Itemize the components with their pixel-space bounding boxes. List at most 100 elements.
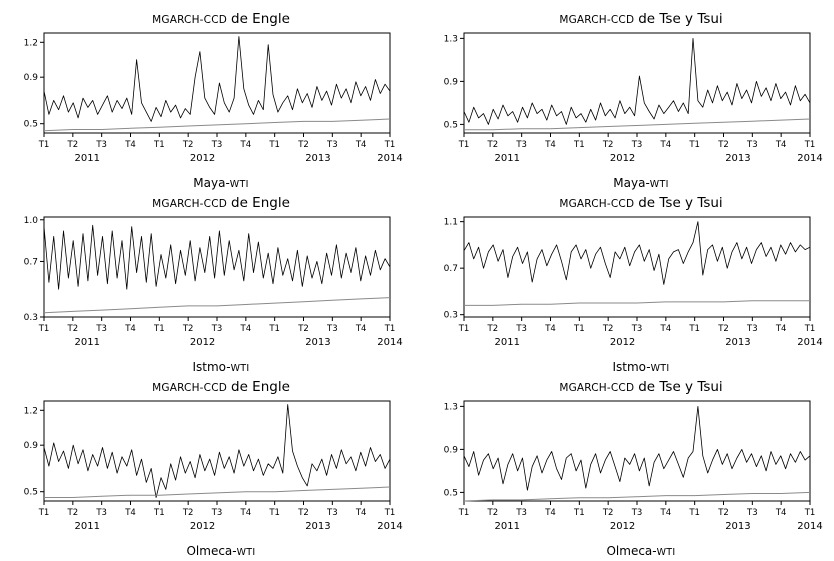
chart-title: MGARCH-CCD de Engle — [8, 192, 404, 211]
x-year-label: 2012 — [610, 521, 635, 532]
x-tick-label: T3 — [631, 140, 643, 150]
chart-panel-tse-maya: MGARCH-CCD de Tse y Tsui 0.5 0.9 1.3 T1 T2 T3 T… — [428, 8, 824, 190]
x-tick-label: T1 — [688, 140, 700, 150]
x-axis-label: Olmeca-WTI — [428, 543, 824, 559]
x-year-label: 2013 — [725, 153, 750, 164]
x-axis-label: Olmeca-WTI — [8, 543, 404, 559]
x-tick-label: T2 — [717, 324, 729, 334]
x-axis-label-benchmark: WTI — [230, 363, 250, 374]
x-tick-label: T1 — [573, 324, 585, 334]
plot-box — [43, 32, 391, 134]
x-tick-label: T3 — [515, 508, 527, 518]
x-tick-label: T3 — [631, 508, 643, 518]
x-tick-label: T2 — [67, 324, 79, 334]
x-tick-label: T4 — [355, 140, 367, 150]
x-tick-label: T1 — [573, 508, 585, 518]
x-axis-label-benchmark: WTI — [236, 547, 256, 558]
y-tick-label: 0.5 — [24, 488, 38, 498]
x-tick-label: T1 — [804, 508, 816, 518]
x-tick-label: T1 — [268, 140, 280, 150]
chart-title-method: MGARCH-CCD — [152, 198, 228, 210]
x-tick-label: T2 — [182, 140, 194, 150]
x-tick-label: T4 — [240, 140, 252, 150]
x-tick-label: T1 — [458, 508, 470, 518]
x-tick-label: T1 — [153, 324, 165, 334]
x-tick-label: T4 — [660, 140, 672, 150]
series-tendencia — [43, 297, 391, 314]
x-tick-label: T1 — [573, 140, 585, 150]
x-year-label: 2013 — [725, 337, 750, 348]
series-correlacion-condicional — [463, 221, 811, 285]
x-tick-label: T2 — [487, 508, 499, 518]
x-tick-label: T1 — [268, 324, 280, 334]
x-axis-label: Maya-WTI — [8, 175, 404, 191]
series-tendencia — [463, 491, 811, 502]
chart-title-model: de Engle — [231, 11, 290, 27]
x-year-label: 2014 — [797, 521, 822, 532]
x-tick-label: T2 — [182, 508, 194, 518]
x-tick-label: T4 — [775, 140, 787, 150]
x-axis-label-pair: Istmo- — [192, 360, 231, 374]
x-tick-label: T3 — [95, 508, 107, 518]
x-tick-label: T1 — [384, 140, 396, 150]
x-tick-label: T4 — [775, 324, 787, 334]
chart-title-method: MGARCH-CCD — [559, 198, 635, 210]
x-tick-label: T1 — [268, 508, 280, 518]
x-tick-label: T4 — [240, 508, 252, 518]
y-tick-label: 0.7 — [24, 257, 38, 267]
y-tick-label: 0.9 — [444, 77, 459, 87]
x-tick-label: T1 — [688, 324, 700, 334]
x-year-label: 2011 — [75, 521, 100, 532]
x-year-label: 2011 — [495, 337, 520, 348]
chart-plot: 0.5 0.9 1.3 T1 T2 T3 T4 T1 T2 T3 T4 T1 T2 T3 T4 T1 2011 2… — [444, 400, 823, 532]
chart-plot: 0.5 0.9 1.2 T1 T2 T3 T4 T1 T2 T3 T4 T1 T2 T3 T4 T1 2011 2… — [24, 32, 403, 164]
chart-title-model: de Engle — [231, 379, 290, 395]
x-tick-label: T1 — [458, 324, 470, 334]
x-year-label: 2014 — [797, 153, 822, 164]
x-year-label: 2011 — [495, 153, 520, 164]
y-tick-label: 0.3 — [444, 311, 458, 321]
x-tick-label: T1 — [38, 140, 50, 150]
x-tick-label: T1 — [153, 140, 165, 150]
chart-panel-tse-istmo: MGARCH-CCD de Tse y Tsui 0.3 0.7 1.1 T1 T2 T3 T… — [428, 192, 824, 374]
series-correlacion-condicional — [43, 224, 391, 290]
x-year-label: 2012 — [190, 337, 215, 348]
chart-title-model: de Tse y Tsui — [638, 379, 723, 395]
chart-title-model: de Engle — [231, 195, 290, 211]
x-tick-label: T3 — [95, 140, 107, 150]
x-tick-label: T2 — [602, 140, 614, 150]
x-year-label: 2012 — [190, 521, 215, 532]
x-tick-label: T4 — [124, 324, 136, 334]
x-tick-label: T4 — [544, 324, 556, 334]
x-tick-label: T2 — [717, 508, 729, 518]
x-tick-label: T3 — [326, 324, 338, 334]
y-tick-label: 0.5 — [24, 120, 38, 130]
x-tick-label: T3 — [95, 324, 107, 334]
plot-box — [43, 216, 391, 318]
x-tick-label: T2 — [602, 324, 614, 334]
x-tick-label: T4 — [544, 508, 556, 518]
x-tick-label: T3 — [746, 324, 758, 334]
x-tick-label: T1 — [384, 324, 396, 334]
x-axis-label-pair: Istmo- — [612, 360, 651, 374]
chart-title-model: de Tse y Tsui — [638, 11, 723, 27]
x-tick-label: T1 — [804, 140, 816, 150]
x-tick-label: T4 — [124, 508, 136, 518]
series-tendencia — [44, 486, 391, 498]
plot-box — [463, 400, 811, 502]
x-axis-label-pair: Maya- — [613, 176, 650, 190]
x-year-label: 2012 — [190, 153, 215, 164]
x-year-label: 2013 — [305, 521, 330, 532]
plot-box — [463, 216, 811, 318]
series-correlacion-condicional — [463, 405, 811, 491]
x-year-label: 2013 — [305, 153, 330, 164]
chart-title-method: MGARCH-CCD — [152, 382, 228, 394]
x-tick-label: T3 — [211, 324, 223, 334]
x-tick-label: T4 — [544, 140, 556, 150]
series-tendencia — [43, 118, 391, 132]
series-tendencia — [464, 300, 810, 306]
y-tick-label: 0.9 — [444, 445, 459, 455]
chart-panel-engle-olmeca: MGARCH-CCD de Engle 0.5 0.9 1.2 T1 T2 T3 T4 T1 T2… — [8, 376, 404, 558]
y-tick-label: 1.3 — [444, 402, 458, 412]
x-tick-label: T3 — [515, 140, 527, 150]
